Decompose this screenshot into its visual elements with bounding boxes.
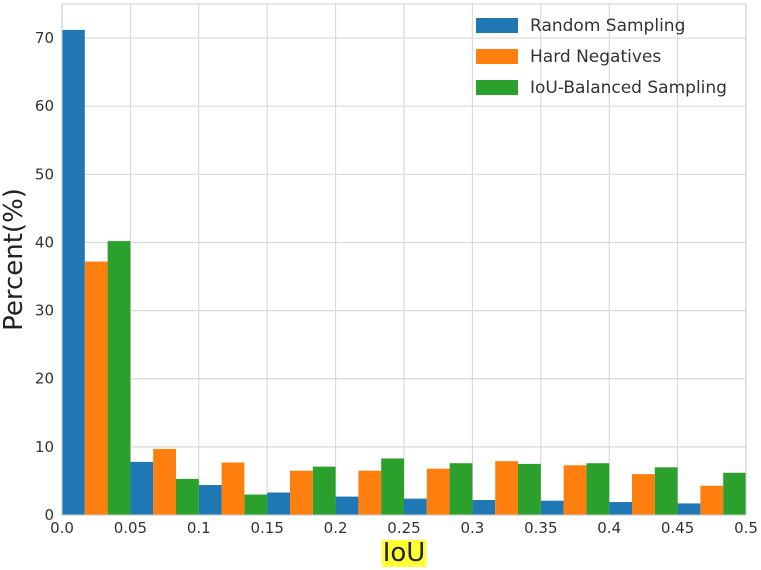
bar <box>176 478 199 515</box>
bar <box>723 472 746 515</box>
bar <box>358 470 382 515</box>
bar <box>540 500 564 515</box>
y-tick-label: 10 <box>35 438 54 456</box>
x-tick-label: 0.15 <box>250 519 283 537</box>
legend-label: Random Sampling <box>530 16 685 36</box>
x-axis-label-highlight <box>381 540 427 567</box>
x-axis-label: IoU <box>383 538 426 568</box>
bar <box>244 494 268 515</box>
bar <box>632 474 655 515</box>
bar <box>153 448 176 515</box>
y-tick-labels: 0 10 20 30 40 50 60 70 <box>35 29 54 524</box>
bar <box>312 466 336 515</box>
bar <box>107 241 131 515</box>
x-tick-label: 0.05 <box>114 519 147 537</box>
bar <box>609 502 632 515</box>
legend-swatch <box>476 18 518 33</box>
x-tick-label: 0.45 <box>661 519 694 537</box>
bars <box>62 29 746 516</box>
bar <box>84 261 108 515</box>
x-tick-label: 0.35 <box>524 519 557 537</box>
bar <box>62 29 85 516</box>
bar <box>335 496 359 515</box>
legend: Random Sampling Hard Negatives IoU-Balance… <box>476 16 727 98</box>
bar <box>198 485 222 515</box>
legend-label: IoU-Balanced Sampling <box>530 78 727 98</box>
bar <box>654 467 678 515</box>
x-tick-label: 0.3 <box>460 519 484 537</box>
bar <box>404 498 427 515</box>
bar <box>472 500 496 515</box>
legend-label: Hard Negatives <box>530 47 661 67</box>
bar <box>563 465 587 515</box>
bar <box>677 503 701 515</box>
bar <box>449 463 473 515</box>
plot-frame <box>61 3 747 516</box>
bar <box>290 470 313 515</box>
bar <box>586 463 610 515</box>
x-tick-label: 0.4 <box>597 519 621 537</box>
bar <box>495 461 518 515</box>
y-tick-label: 20 <box>35 370 54 388</box>
y-axis-label: Percent(%) <box>0 188 29 331</box>
bar <box>426 468 450 515</box>
x-tick-label: 0.25 <box>387 519 420 537</box>
y-tick-label: 50 <box>35 165 54 183</box>
legend-swatch <box>476 80 518 95</box>
bar <box>518 463 541 515</box>
x-tick-label: 0.5 <box>734 519 758 537</box>
y-tick-label: 30 <box>35 302 54 320</box>
x-tick-label: 0.1 <box>187 519 211 537</box>
bar <box>130 461 154 515</box>
x-tick-label: 0.0 <box>50 519 74 537</box>
bar <box>221 462 245 515</box>
x-tick-labels: 0.0 0.05 0.1 0.15 0.2 0.25 0.3 0.35 0.4 0.45 0.5 <box>50 519 758 537</box>
x-tick-label: 0.2 <box>324 519 348 537</box>
bar <box>700 485 724 515</box>
y-tick-label: 60 <box>35 97 54 115</box>
y-tick-label: 0 <box>44 506 54 524</box>
bar <box>267 492 290 515</box>
bar <box>381 458 404 515</box>
legend-swatch <box>476 49 518 64</box>
y-tick-label: 40 <box>35 233 54 251</box>
y-tick-label: 70 <box>35 29 54 47</box>
